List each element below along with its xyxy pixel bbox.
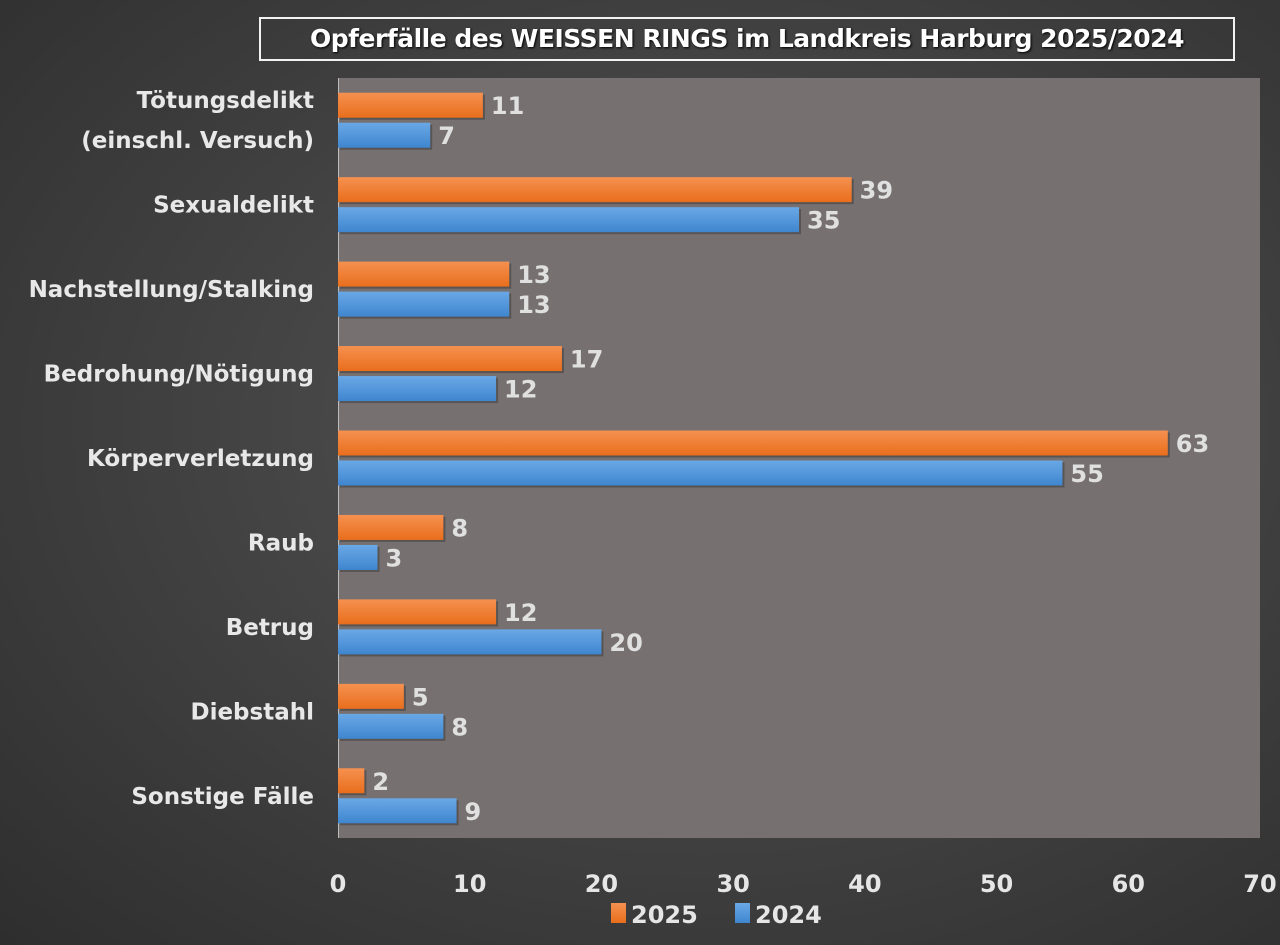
bar-2024 <box>338 122 431 148</box>
bar-2024 <box>338 291 510 317</box>
value-label-2025: 2 <box>372 768 389 796</box>
legend-label-2025: 2025 <box>631 901 698 929</box>
bar-2024 <box>338 713 444 739</box>
bar-2024 <box>338 376 497 402</box>
x-tick-label: 70 <box>1243 870 1276 898</box>
value-label-2025: 13 <box>517 261 550 289</box>
x-tick-label: 10 <box>453 870 486 898</box>
bar-2024 <box>338 460 1063 486</box>
value-label-2024: 3 <box>386 544 403 572</box>
value-label-2025: 39 <box>860 177 893 205</box>
plot-area <box>338 78 1260 838</box>
category-label: Körperverletzung <box>87 446 314 472</box>
x-tick-label: 40 <box>848 870 881 898</box>
category-label: Raub <box>248 530 314 556</box>
bar-2024 <box>338 798 457 824</box>
category-label: Diebstahl <box>190 699 314 725</box>
x-tick-label: 30 <box>716 870 749 898</box>
category-label: Nachstellung/Stalking <box>29 277 314 303</box>
value-label-2024: 9 <box>465 798 482 826</box>
legend-swatch-2025 <box>611 903 626 923</box>
value-label-2025: 11 <box>491 92 524 120</box>
bar-2025 <box>338 430 1168 456</box>
bar-2024 <box>338 544 378 570</box>
bar-2025 <box>338 346 562 372</box>
value-label-2025: 8 <box>451 514 468 542</box>
category-label: Tötungsdelikt <box>137 88 314 114</box>
legend-swatch-2024 <box>735 903 750 923</box>
legend-label-2024: 2024 <box>755 901 822 929</box>
bar-2025 <box>338 683 404 709</box>
bar-2025 <box>338 92 483 118</box>
x-tick-label: 20 <box>585 870 618 898</box>
x-tick-label: 50 <box>980 870 1013 898</box>
bar-2024 <box>338 629 602 655</box>
value-label-2024: 55 <box>1070 460 1103 488</box>
x-tick-label: 0 <box>330 870 347 898</box>
x-tick-label: 60 <box>1112 870 1145 898</box>
value-label-2025: 5 <box>412 683 429 711</box>
category-label: Betrug <box>226 615 314 641</box>
category-label: (einschl. Versuch) <box>81 128 314 154</box>
bar-2025 <box>338 599 497 625</box>
bar-2025 <box>338 177 852 203</box>
value-label-2025: 63 <box>1176 430 1209 458</box>
bar-2025 <box>338 261 510 287</box>
value-label-2025: 17 <box>570 346 603 374</box>
bar-2025 <box>338 768 365 794</box>
category-label: Bedrohung/Nötigung <box>44 362 314 388</box>
value-label-2024: 8 <box>451 713 468 741</box>
category-label: Sexualdelikt <box>153 193 314 219</box>
value-label-2024: 12 <box>504 376 537 404</box>
value-label-2025: 12 <box>504 599 537 627</box>
bar-2024 <box>338 207 799 233</box>
value-label-2024: 7 <box>438 122 455 150</box>
value-label-2024: 20 <box>609 629 642 657</box>
category-label: Sonstige Fälle <box>131 784 314 810</box>
chart-title: Opferfälle des WEISSEN RINGS im Landkrei… <box>259 17 1235 61</box>
value-label-2024: 35 <box>807 207 840 235</box>
bar-2025 <box>338 514 444 540</box>
value-label-2024: 13 <box>517 291 550 319</box>
